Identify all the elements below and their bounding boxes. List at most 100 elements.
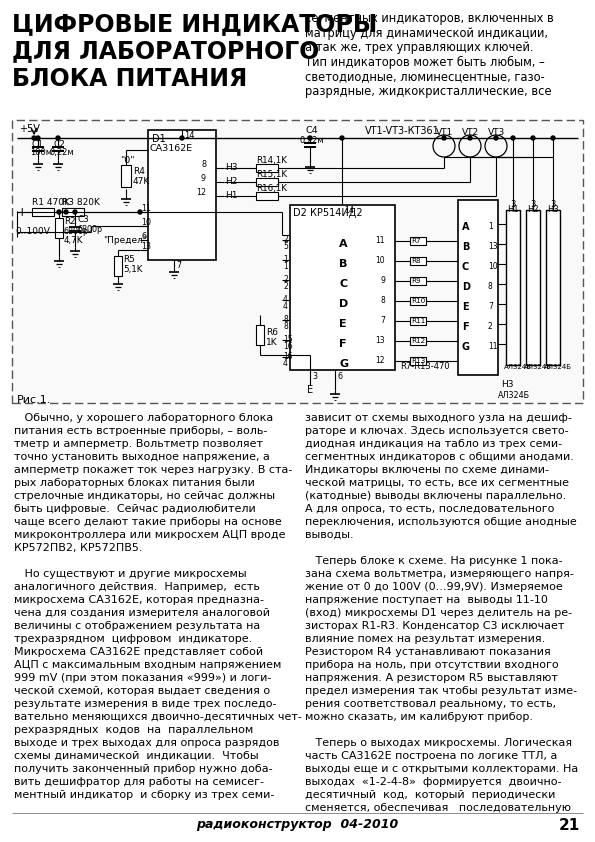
Bar xyxy=(410,277,426,285)
Text: разрядные, жидкокристаллические, все: разрядные, жидкокристаллические, все xyxy=(305,84,552,98)
Circle shape xyxy=(180,136,184,140)
Bar xyxy=(55,218,63,238)
Text: C: C xyxy=(462,262,469,272)
Text: 4: 4 xyxy=(283,302,288,311)
Text: результате измерения в виде трех последо-: результате измерения в виде трех последо… xyxy=(14,699,277,709)
Bar xyxy=(410,337,426,345)
Bar xyxy=(62,208,84,216)
Text: диодная индикация на табло из трех семи-: диодная индикация на табло из трех семи- xyxy=(305,439,562,449)
Bar xyxy=(410,237,426,245)
Text: вательно меняющихся двоично-десятичных чет-: вательно меняющихся двоично-десятичных ч… xyxy=(14,712,302,722)
Text: "0": "0" xyxy=(120,156,134,165)
Text: VT2: VT2 xyxy=(462,128,479,137)
Text: Резистором R4 устанавливают показания: Резистором R4 устанавливают показания xyxy=(305,647,551,657)
Text: предел измерения так чтобы результат изме-: предел измерения так чтобы результат изм… xyxy=(305,686,577,696)
Text: часть СА3162Е построена по логике ТТЛ, а: часть СА3162Е построена по логике ТТЛ, а xyxy=(305,751,558,761)
Circle shape xyxy=(138,210,142,214)
Text: 12: 12 xyxy=(375,356,385,365)
Text: 8: 8 xyxy=(201,160,206,169)
Text: 7: 7 xyxy=(380,316,385,325)
Text: ментный индикатор  и сборку из трех семи-: ментный индикатор и сборку из трех семи- xyxy=(14,790,274,800)
Text: H3: H3 xyxy=(547,205,559,214)
Text: 9: 9 xyxy=(201,174,206,183)
Text: зависит от схемы выходного узла на дешиф-: зависит от схемы выходного узла на дешиф… xyxy=(305,413,572,423)
Text: R10: R10 xyxy=(411,298,425,304)
Text: 16: 16 xyxy=(283,342,293,351)
Text: G: G xyxy=(339,359,348,369)
Text: АЛ324Б: АЛ324Б xyxy=(544,364,572,370)
Bar xyxy=(410,317,426,325)
Circle shape xyxy=(64,210,68,214)
Bar xyxy=(256,164,278,172)
Text: B: B xyxy=(462,242,469,252)
Text: H2: H2 xyxy=(527,205,538,214)
Circle shape xyxy=(57,210,61,214)
Text: 6: 6 xyxy=(337,372,342,381)
Text: схемы динамической  индикации.  Чтобы: схемы динамической индикации. Чтобы xyxy=(14,751,259,761)
Text: аналогичного действия.  Например,  есть: аналогичного действия. Например, есть xyxy=(14,582,260,592)
Text: десятичный  код,  который  периодически: десятичный код, который периодически xyxy=(305,790,555,800)
Text: H3: H3 xyxy=(501,380,513,389)
Text: ческой матрицы, то есть, все их сегментные: ческой матрицы, то есть, все их сегментн… xyxy=(305,478,569,488)
Text: зисторах R1-R3. Конденсатор С3 исключает: зисторах R1-R3. Конденсатор С3 исключает xyxy=(305,621,565,631)
Text: переключения, используются общие анодные: переключения, используются общие анодные xyxy=(305,517,577,527)
Text: 3: 3 xyxy=(312,372,317,381)
Text: B: B xyxy=(339,259,347,269)
Text: R9: R9 xyxy=(411,278,421,284)
Text: R11: R11 xyxy=(411,318,425,324)
Text: R16,1K: R16,1K xyxy=(256,184,287,193)
Text: жение от 0 до 100V (0...99,9V). Измеряемое: жение от 0 до 100V (0...99,9V). Измеряем… xyxy=(305,582,563,592)
Text: 7: 7 xyxy=(176,261,181,270)
Text: 100м: 100м xyxy=(30,148,52,157)
Text: 21: 21 xyxy=(559,818,580,833)
Circle shape xyxy=(494,136,498,140)
Text: 0..100V: 0..100V xyxy=(15,227,50,236)
Circle shape xyxy=(340,136,344,140)
Text: H2: H2 xyxy=(225,177,237,186)
Circle shape xyxy=(511,136,515,140)
Text: а так же, трех управляющих ключей.: а так же, трех управляющих ключей. xyxy=(305,41,534,54)
Text: A: A xyxy=(339,239,347,249)
Text: D: D xyxy=(339,299,348,309)
Text: КР572ПВ2, КР572ПВ5.: КР572ПВ2, КР572ПВ5. xyxy=(14,543,142,553)
Text: напряжения. А резистором R5 выставляют: напряжения. А резистором R5 выставляют xyxy=(305,673,558,683)
Text: влияние помех на результат измерения.: влияние помех на результат измерения. xyxy=(305,634,545,644)
Text: F: F xyxy=(462,322,469,332)
Text: напряжение поступает на  выводы 11-10: напряжение поступает на выводы 11-10 xyxy=(305,595,548,605)
Circle shape xyxy=(442,136,446,140)
Text: 4: 4 xyxy=(283,359,288,368)
Text: R12: R12 xyxy=(411,338,425,344)
Text: VT1-VT3-КТ361: VT1-VT3-КТ361 xyxy=(365,126,440,136)
Text: 13: 13 xyxy=(375,336,385,345)
Circle shape xyxy=(468,136,472,140)
Text: вить дешифратор для работы на семисег-: вить дешифратор для работы на семисег- xyxy=(14,777,264,787)
Text: матрицу для динамической индикации,: матрицу для динамической индикации, xyxy=(305,26,548,40)
Text: D: D xyxy=(462,282,470,292)
Text: 5: 5 xyxy=(283,242,288,251)
Text: F: F xyxy=(339,339,346,349)
Bar xyxy=(526,210,540,365)
Text: C2: C2 xyxy=(53,140,65,149)
Text: зана схема вольтметра, измеряющего напря-: зана схема вольтметра, измеряющего напря… xyxy=(305,569,574,579)
Text: 2: 2 xyxy=(488,322,493,331)
Text: АЦП с максимальным входным напряжением: АЦП с максимальным входным напряжением xyxy=(14,660,281,670)
Text: 8: 8 xyxy=(283,315,288,324)
Text: 13: 13 xyxy=(141,242,151,251)
Circle shape xyxy=(56,136,60,140)
Bar xyxy=(256,178,278,186)
Text: R1 470K: R1 470K xyxy=(32,198,70,207)
Bar xyxy=(458,200,498,375)
Text: R3 820K: R3 820K xyxy=(62,198,100,207)
Text: (катодные) выводы включены параллельно.: (катодные) выводы включены параллельно. xyxy=(305,491,566,501)
Text: рых лабораторных блоках питания были: рых лабораторных блоках питания были xyxy=(14,478,255,488)
Text: Теперь блоке к схеме. На рисунке 1 пока-: Теперь блоке к схеме. На рисунке 1 пока- xyxy=(305,556,563,566)
Text: 8: 8 xyxy=(488,282,493,291)
Circle shape xyxy=(531,136,535,140)
Text: 2: 2 xyxy=(283,282,288,291)
Bar xyxy=(256,192,278,200)
Text: E: E xyxy=(339,319,347,329)
Bar xyxy=(410,297,426,305)
Text: 14: 14 xyxy=(184,131,195,140)
Text: C3: C3 xyxy=(78,215,90,224)
Text: 13: 13 xyxy=(488,242,497,251)
